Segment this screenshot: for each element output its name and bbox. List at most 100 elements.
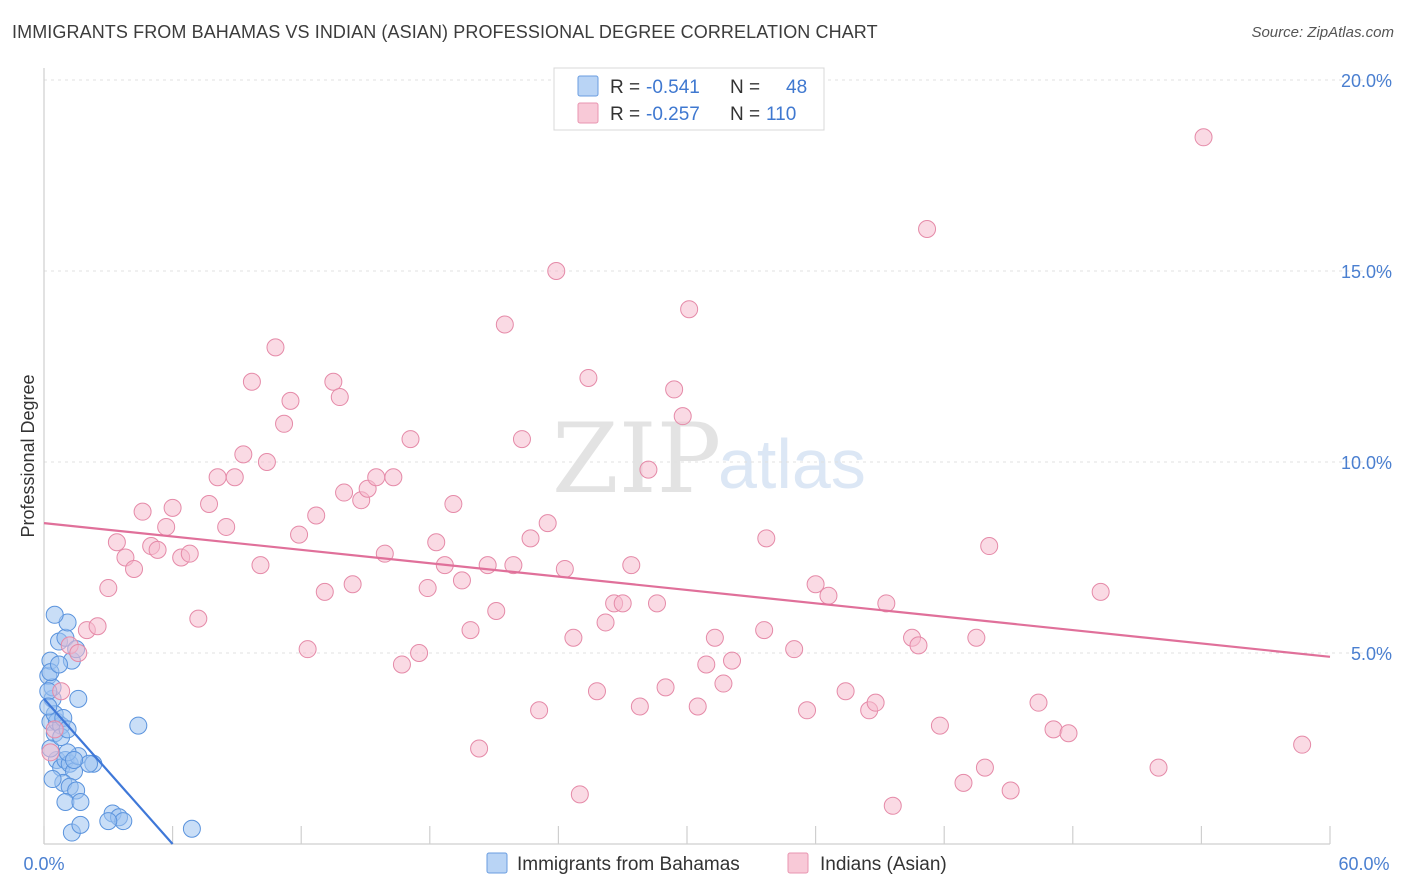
data-point: [918, 219, 937, 238]
data-point: [665, 380, 684, 399]
data-point: [367, 468, 386, 487]
data-point: [521, 529, 540, 548]
legend-n-value-1: 48: [786, 77, 807, 98]
data-point: [512, 430, 531, 449]
data-point: [819, 586, 838, 605]
data-point: [114, 812, 133, 831]
legend-n-value-2: 110: [766, 104, 796, 125]
bottom-legend-blue-swatch: [486, 852, 508, 874]
data-point: [217, 517, 236, 536]
y-tick-label: 15.0%: [1341, 262, 1392, 282]
data-point: [785, 640, 804, 659]
data-point: [639, 460, 658, 479]
data-point: [242, 372, 261, 391]
data-point: [975, 758, 994, 777]
data-point: [41, 743, 60, 762]
data-point: [343, 575, 362, 594]
data-point: [392, 655, 411, 674]
data-point: [39, 697, 58, 716]
data-point: [182, 819, 201, 838]
data-point: [251, 556, 270, 575]
data-point: [444, 495, 463, 514]
data-point: [564, 628, 583, 647]
data-point: [757, 529, 776, 548]
data-point: [189, 609, 208, 628]
data-point: [71, 815, 90, 834]
data-point: [266, 338, 285, 357]
legend-n-label-1: N =: [730, 77, 760, 98]
bottom-legend-label-1: Immigrants from Bahamas: [517, 854, 740, 875]
chart-title: IMMIGRANTS FROM BAHAMAS VS INDIAN (ASIAN…: [12, 22, 878, 42]
data-point: [234, 445, 253, 464]
legend-pink-swatch: [577, 102, 599, 124]
data-point: [307, 506, 326, 525]
data-point: [755, 621, 774, 640]
data-point: [69, 689, 88, 708]
data-point: [883, 796, 902, 815]
gridlines: [44, 79, 1392, 654]
data-point: [45, 605, 64, 624]
data-point: [504, 556, 523, 575]
data-point: [290, 525, 309, 544]
trend-line-bahamas: [43, 698, 174, 845]
data-point: [570, 785, 589, 804]
data-point: [275, 414, 294, 433]
data-point: [45, 720, 64, 739]
data-point: [954, 773, 973, 792]
watermark-atlas: atlas: [718, 425, 866, 503]
data-point: [579, 368, 598, 387]
data-point: [99, 812, 118, 831]
bottom-legend-pink-swatch: [787, 852, 809, 874]
data-point: [157, 517, 176, 536]
data-point: [163, 498, 182, 517]
data-point: [697, 655, 716, 674]
source-label: Source: ZipAtlas.com: [1251, 24, 1394, 41]
data-point: [107, 533, 126, 552]
data-point: [630, 697, 649, 716]
data-point: [495, 315, 514, 334]
legend-r-label-2: R =: [610, 104, 640, 125]
series-indians-asian: [41, 128, 1312, 815]
data-point: [806, 575, 825, 594]
data-point: [1293, 735, 1312, 754]
watermark-zip: ZIP: [552, 403, 721, 515]
data-point: [1194, 128, 1213, 147]
data-point: [88, 617, 107, 636]
data-point: [65, 750, 84, 769]
legend-r-value-2: -0.257: [646, 104, 700, 125]
data-point: [71, 792, 90, 811]
data-point: [427, 533, 446, 552]
legend-blue-swatch: [577, 75, 599, 97]
data-point: [125, 559, 144, 578]
data-point: [622, 556, 641, 575]
data-point: [538, 514, 557, 533]
data-point: [1059, 724, 1078, 743]
legend-r-label-1: R =: [610, 77, 640, 98]
data-point: [688, 697, 707, 716]
data-point: [410, 644, 429, 662]
data-point: [1029, 693, 1048, 712]
data-point: [470, 739, 489, 758]
data-point: [225, 468, 244, 487]
trend-line-indians: [43, 522, 1331, 658]
data-point: [384, 468, 403, 487]
legend-r-value-1: -0.541: [646, 77, 700, 98]
x-tick-label-max: 60.0%: [1338, 854, 1389, 874]
data-point: [298, 640, 317, 659]
data-point: [656, 678, 675, 697]
data-point: [52, 682, 71, 701]
data-point: [909, 636, 928, 655]
data-point: [133, 502, 152, 521]
data-point: [69, 644, 88, 662]
y-tick-label: 10.0%: [1341, 453, 1392, 473]
data-point: [401, 430, 420, 449]
data-point: [705, 628, 724, 647]
data-point: [418, 579, 437, 598]
data-point: [50, 655, 69, 674]
data-point: [980, 537, 999, 556]
data-point: [56, 792, 75, 811]
data-point: [587, 682, 606, 701]
data-point: [647, 594, 666, 613]
data-point: [555, 559, 574, 578]
data-point: [723, 651, 742, 670]
